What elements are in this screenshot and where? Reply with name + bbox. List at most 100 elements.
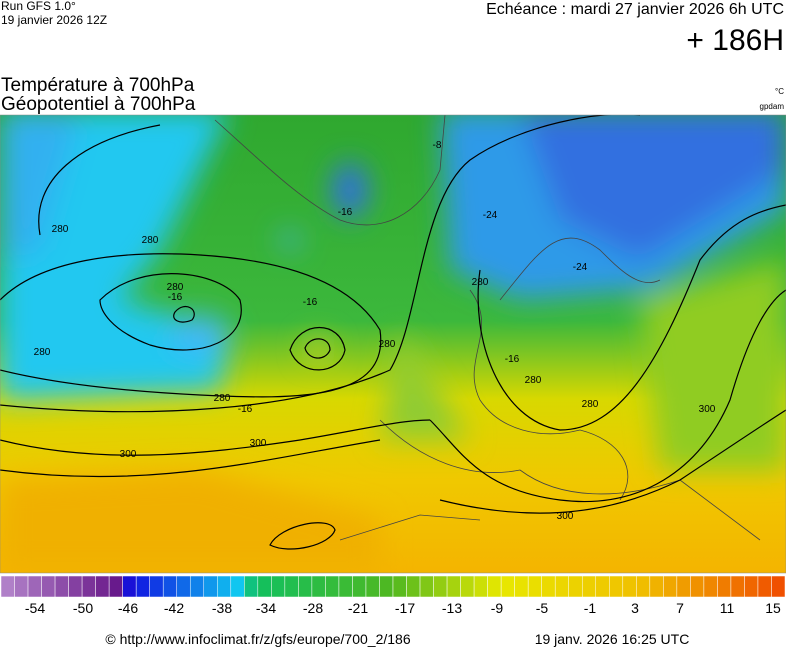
- colorbar-swatch: [68, 575, 83, 598]
- colorbar-swatch: [609, 575, 624, 598]
- contour-label: 280: [525, 375, 542, 386]
- colorbar-swatch: [473, 575, 488, 598]
- colorbar-swatch: [663, 575, 678, 598]
- colorbar-swatch: [527, 575, 542, 598]
- colorbar-swatch: [365, 575, 380, 598]
- colorbar-swatch: [162, 575, 177, 598]
- colorbar-swatch: [581, 575, 597, 598]
- colorbar-swatch: [487, 575, 502, 598]
- colorbar-swatch: [568, 575, 583, 598]
- contour-label: -16: [238, 404, 253, 415]
- colorbar-swatch: [541, 575, 556, 598]
- colorbar-swatch: [271, 575, 286, 598]
- colorbar-swatch: [41, 575, 56, 598]
- colorbar-label: -1: [584, 600, 597, 616]
- colorbar-label: 11: [720, 600, 735, 616]
- colorbar-swatch: [298, 575, 313, 598]
- colorbar: -54 -50 -46 -42 -38 -34 -28 -21 -17 -13 -9 -5 -1 3 7 11…: [0, 575, 786, 616]
- contour-label: 280: [52, 224, 69, 235]
- contour-label: 300: [699, 404, 716, 415]
- temperature-field: [0, 115, 786, 573]
- colorbar-swatch: [433, 575, 448, 598]
- coastlines: [214, 115, 761, 541]
- colorbar-label: 7: [676, 600, 684, 616]
- valid-time: Echéance : mardi 27 janvier 2026 6h UTC: [486, 1, 784, 18]
- colorbar-swatch: [392, 575, 407, 598]
- colorbar-swatch: [757, 575, 772, 598]
- colorbar-swatch: [176, 575, 191, 598]
- contour-label: -24: [573, 262, 588, 273]
- colorbar-swatch: [771, 575, 786, 598]
- contour-label: 300: [120, 449, 137, 460]
- colorbar-swatch: [730, 575, 745, 598]
- map: 280 280 280 280 280 280 280 280 280 300 300 300 300 -…: [0, 115, 786, 573]
- colorbar-swatch: [514, 575, 529, 598]
- colorbar-swatch: [446, 575, 461, 598]
- colorbar-label: -50: [73, 600, 93, 616]
- colorbar-swatch: [311, 575, 326, 598]
- contour-label: 280: [214, 393, 231, 404]
- colorbar-swatch: [81, 575, 96, 598]
- colorbar-swatch: [554, 575, 569, 598]
- footer-url: © http://www.infoclimat.fr/z/gfs/europe/…: [105, 631, 410, 647]
- contour-label: 280: [472, 277, 489, 288]
- colorbar-swatch: [230, 575, 245, 598]
- contour-label: -16: [505, 354, 520, 365]
- colorbar-swatch: [203, 575, 218, 598]
- colorbar-swatch: [636, 575, 651, 598]
- colorbar-label: -13: [442, 600, 462, 616]
- colorbar-swatch: [744, 575, 759, 598]
- contour-label: -16: [303, 297, 318, 308]
- colorbar-swatch: [95, 575, 110, 598]
- run-date: 19 janvier 2026 12Z: [1, 13, 107, 27]
- contour-label: 280: [582, 399, 599, 410]
- colorbar-swatch: [122, 575, 137, 598]
- colorbar-label: -38: [212, 600, 232, 616]
- colorbar-label: -34: [256, 600, 276, 616]
- colorbar-swatch: [676, 575, 691, 598]
- colorbar-swatch: [325, 575, 340, 598]
- colorbar-swatch: [622, 575, 637, 598]
- colorbar-swatch: [27, 575, 42, 598]
- colorbar-swatch: [189, 575, 205, 598]
- colorbar-label: -46: [118, 600, 138, 616]
- contour-label: 300: [557, 511, 574, 522]
- geopotential-title: Géopotentiel à 700hPa: [1, 94, 196, 115]
- contour-label: 280: [34, 347, 51, 358]
- lead-time: + 186H: [686, 24, 784, 57]
- colorbar-swatch: [284, 575, 299, 598]
- contour-label: 280: [142, 235, 159, 246]
- colorbar-swatch: [217, 575, 232, 598]
- colorbar-label: 3: [631, 600, 639, 616]
- colorbar-swatch: [500, 575, 515, 598]
- colorbar-label: 15: [765, 600, 781, 616]
- colorbar-swatch: [703, 575, 718, 598]
- run-label: Run GFS 1.0°: [1, 0, 76, 13]
- colorbar-label: -28: [303, 600, 323, 616]
- contour-label: 280: [167, 282, 184, 293]
- map-frame: [0, 114, 786, 574]
- colorbar-label: -21: [348, 600, 368, 616]
- temperature-unit: °C: [775, 87, 784, 96]
- colorbar-swatch: [54, 575, 69, 598]
- colorbar-label: -17: [395, 600, 415, 616]
- contour-label: 280: [379, 339, 396, 350]
- colorbar-swatch: [649, 575, 664, 598]
- colorbar-swatch: [14, 575, 29, 598]
- colorbar-label: -9: [491, 600, 504, 616]
- colorbar-swatch: [108, 575, 123, 598]
- temperature-title: Température à 700hPa: [1, 75, 195, 96]
- colorbar-swatch: [135, 575, 150, 598]
- colorbar-swatch: [419, 575, 434, 598]
- contour-label: -8: [433, 140, 442, 151]
- footer-timestamp: 19 janv. 2026 16:25 UTC: [535, 631, 690, 647]
- geopotential-unit: gpdam: [760, 102, 785, 111]
- colorbar-swatch: [406, 575, 421, 598]
- contour-label: -16: [168, 292, 183, 303]
- colorbar-swatch: [338, 575, 353, 598]
- contour-labels: 280 280 280 280 280 280 280 280 280 300 300 300 300 -…: [34, 140, 716, 522]
- colorbar-swatch: [690, 575, 705, 598]
- colorbar-swatch: [0, 575, 15, 598]
- colorbar-swatch: [352, 575, 367, 598]
